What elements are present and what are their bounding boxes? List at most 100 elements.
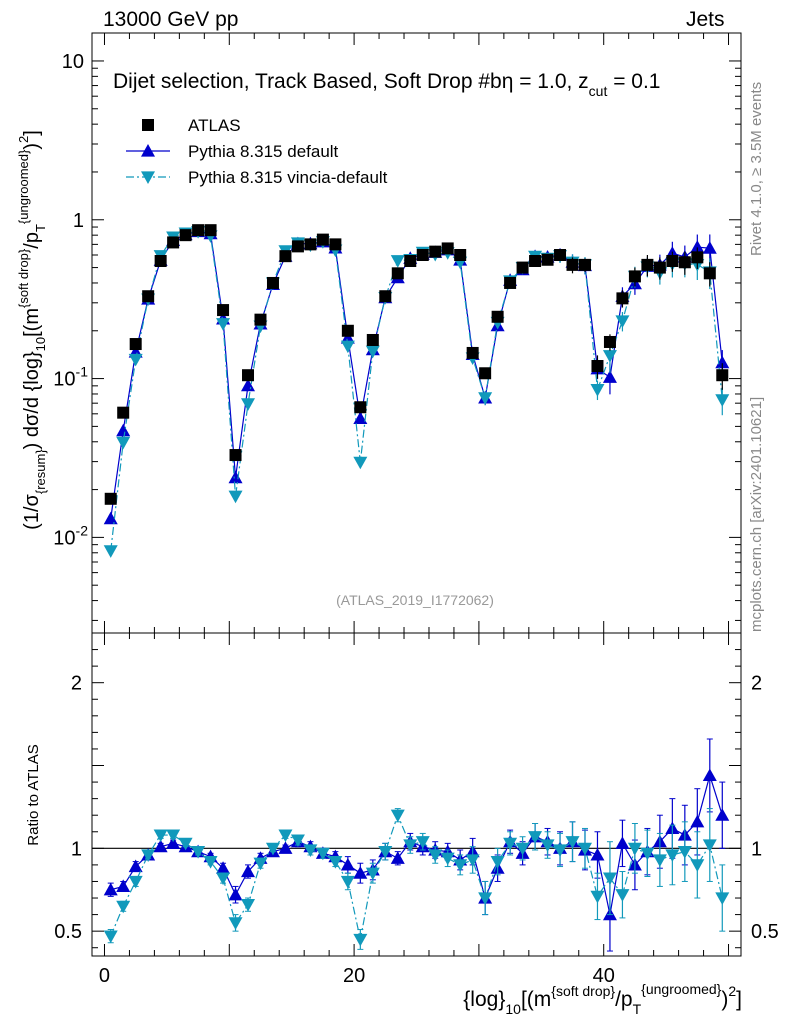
ratio-point: [141, 849, 156, 862]
atlas-point: [491, 310, 504, 323]
data-point: [478, 392, 493, 405]
atlas-point: [691, 251, 704, 264]
legend-marker: [141, 171, 155, 184]
ratio-point: [540, 839, 555, 853]
y-axis-label: (1/σ{resum}) dσ/d {log}10[(m{soft drop}/…: [16, 130, 48, 530]
ratio-point: [403, 839, 418, 853]
ratio-point: [428, 849, 443, 862]
legend-label: Pythia 8.315 vincia-default: [188, 168, 388, 187]
ratio-point: [103, 930, 118, 944]
legend-label: Pythia 8.315 default: [188, 142, 339, 161]
ratio-point: [378, 846, 393, 859]
y-tick-label: 10: [62, 51, 84, 73]
atlas-point: [616, 292, 629, 305]
ratio-point: [303, 844, 318, 857]
ratio-point: [415, 836, 430, 849]
data-point: [340, 340, 355, 354]
ratio-point: [440, 852, 455, 866]
atlas-point: [304, 238, 317, 251]
ratio-point: [390, 851, 405, 864]
legend: ATLAS Pythia 8.315 default Pythia 8.315 vi…: [126, 116, 388, 187]
ratio-point: [615, 836, 630, 849]
data-point: [128, 353, 143, 367]
ratio-point: [265, 842, 280, 856]
atlas-point: [192, 224, 205, 237]
category-label: Jets: [686, 8, 725, 31]
data-point: [590, 384, 605, 397]
data-point: [241, 398, 256, 411]
title-sub: cut: [589, 83, 608, 99]
legend-marker-atlas: [142, 119, 154, 131]
atlas-point: [329, 238, 342, 251]
atlas-point: [603, 335, 616, 348]
ratio-point: [153, 829, 168, 843]
ratio-point: [241, 899, 256, 912]
data-point: [241, 378, 256, 392]
atlas-point: [479, 367, 492, 380]
source-label: mcplots.cern.ch [arXiv:2401.10621]: [748, 396, 765, 632]
legend-label: ATLAS: [188, 116, 241, 135]
atlas-point: [466, 346, 479, 359]
data-point: [702, 241, 717, 254]
ratio-point: [615, 889, 630, 902]
ratio-point: [577, 842, 592, 856]
atlas-point: [666, 255, 679, 268]
data-point: [353, 411, 368, 425]
atlas-point: [217, 304, 230, 317]
atlas-point: [242, 369, 255, 382]
atlas-point: [554, 249, 567, 262]
data-point: [715, 355, 730, 369]
ratio-point: [478, 892, 493, 906]
ratio-point: [503, 837, 518, 851]
data-point: [103, 511, 118, 525]
ratio-point: [228, 887, 243, 901]
ratio-tick-label: 2: [71, 673, 82, 695]
atlas-point: [129, 338, 142, 351]
atlas-point: [454, 249, 467, 262]
atlas-point: [204, 224, 217, 237]
ratio-point: [602, 872, 617, 886]
atlas-point: [179, 229, 192, 242]
ratio-point: [315, 847, 330, 861]
atlas-point: [341, 324, 354, 337]
analysis-id: (ATLAS_2019_I1772062): [336, 592, 494, 608]
atlas-point: [104, 492, 117, 505]
plot-title: Dijet selection, Track Based, Soft Drop …: [113, 70, 661, 99]
ratio-point: [216, 872, 231, 886]
ratio-point: [278, 829, 293, 843]
atlas-point: [416, 249, 429, 262]
data-point: [116, 436, 131, 450]
ratio-point: [702, 839, 717, 853]
legend-marker: [141, 144, 155, 157]
atlas-point: [591, 360, 604, 373]
data-point: [340, 331, 355, 344]
atlas-point: [229, 449, 242, 462]
ratio-point: [715, 808, 730, 821]
atlas-point: [142, 290, 155, 303]
ratio-point: [715, 892, 730, 906]
title-tail: = 0.1: [607, 70, 660, 93]
atlas-point: [366, 333, 379, 346]
ratio-point: [228, 917, 243, 930]
atlas-point: [716, 369, 729, 382]
data-point: [715, 394, 730, 407]
ratio-point: [128, 859, 143, 873]
title-eta: η = 1.0, z: [502, 70, 589, 93]
ratio-point: [116, 900, 131, 914]
ratio-plot-frame: [91, 632, 742, 957]
axes: 0 20 40 10-2 10-1 1 10 0.5 0.5 1 1 2 2: [53, 32, 779, 987]
atlas-point: [678, 256, 691, 269]
ratio-tick-label-right: 2: [751, 673, 762, 695]
ratio-point: [590, 890, 605, 904]
data-point: [116, 423, 131, 437]
data-point: [228, 470, 243, 484]
atlas-point: [516, 261, 529, 274]
atlas-point: [167, 236, 180, 249]
data-point: [228, 490, 243, 504]
ratio-point: [453, 859, 468, 872]
ratio-point: [166, 836, 181, 849]
x-axis-label: {log}10[(m{soft drop}/pT{ungroomed})2]: [463, 981, 742, 1017]
atlas-point: [379, 290, 392, 303]
atlas-point: [566, 258, 579, 271]
